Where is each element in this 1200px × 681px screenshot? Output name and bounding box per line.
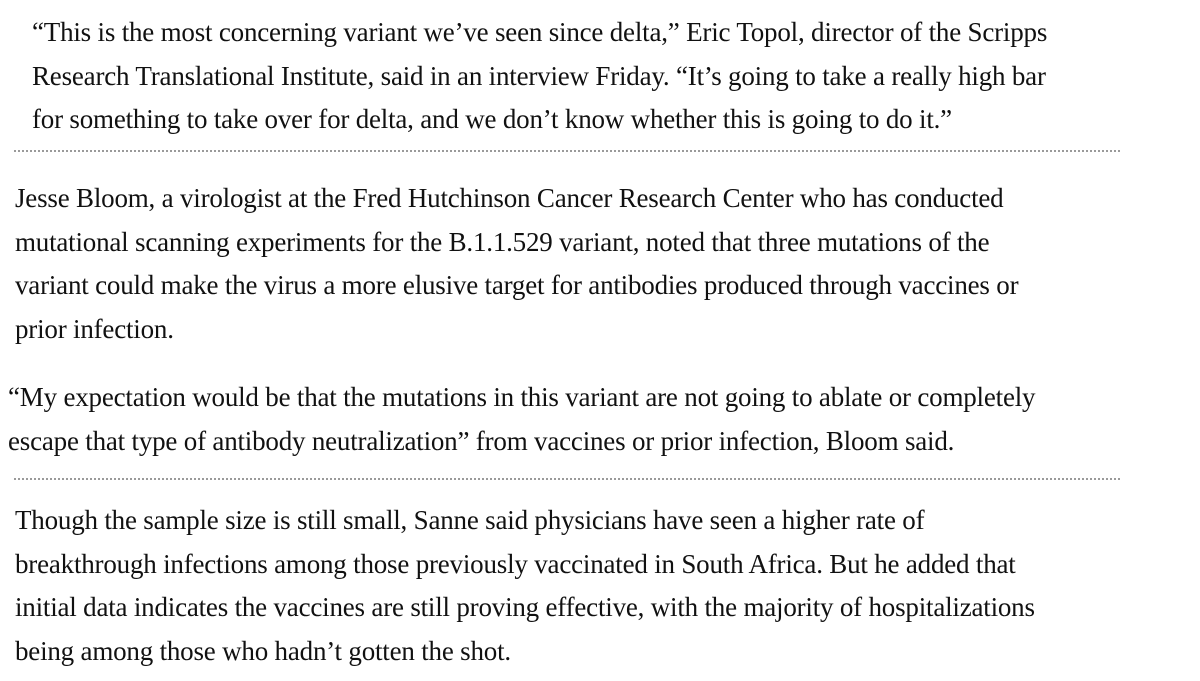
text-line: Though the sample size is still small, S… bbox=[15, 505, 925, 535]
text-line: escape that type of antibody neutralizat… bbox=[8, 425, 955, 456]
text-line: Jesse Bloom, a virologist at the Fred Hu… bbox=[15, 183, 1004, 213]
text-line: “This is the most concerning variant we’… bbox=[32, 17, 1048, 47]
text-line: variant could make the virus a more elus… bbox=[15, 270, 1019, 300]
text-line: Research Translational Institute, said i… bbox=[32, 60, 1046, 91]
paragraph-bloom-intro: Jesse Bloom, a virologist at the Fred Hu… bbox=[15, 177, 1019, 351]
text-line: being among those who hadn’t gotten the … bbox=[15, 635, 511, 666]
paragraph-sanne: Though the sample size is still small, S… bbox=[15, 499, 1035, 673]
text-line: breakthrough infections among those prev… bbox=[15, 548, 1016, 579]
dotted-divider bbox=[14, 478, 1120, 480]
paragraph-topol-quote: “This is the most concerning variant we’… bbox=[32, 11, 1047, 142]
text-line: prior infection. bbox=[15, 313, 174, 344]
text-line: initial data indicates the vaccines are … bbox=[15, 592, 1035, 622]
paragraph-bloom-quote: “My expectation would be that the mutati… bbox=[8, 376, 1036, 463]
text-line: mutational scanning experiments for the … bbox=[15, 226, 990, 257]
text-line: “My expectation would be that the mutati… bbox=[8, 382, 1036, 412]
dotted-divider bbox=[14, 150, 1120, 152]
text-line: for something to take over for delta, an… bbox=[32, 104, 952, 134]
